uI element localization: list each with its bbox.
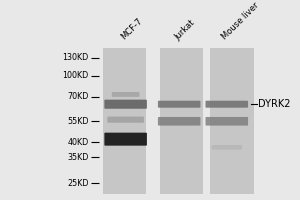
Text: 35KD: 35KD [67,153,88,162]
FancyBboxPatch shape [206,101,248,108]
Text: 40KD: 40KD [67,138,88,147]
FancyBboxPatch shape [212,145,242,150]
Text: 70KD: 70KD [67,92,88,101]
FancyBboxPatch shape [112,92,140,97]
Bar [103,48,146,194]
FancyBboxPatch shape [158,101,200,108]
FancyBboxPatch shape [104,100,147,109]
Text: Jurkat: Jurkat [173,18,196,42]
Bar [210,48,254,194]
Text: 25KD: 25KD [67,179,88,188]
FancyBboxPatch shape [158,117,200,126]
Text: MCF-7: MCF-7 [119,17,144,42]
Text: 100KD: 100KD [62,71,88,80]
Text: DYRK2: DYRK2 [258,99,290,109]
FancyBboxPatch shape [107,117,144,123]
Text: Mouse liver: Mouse liver [220,1,261,42]
Text: 55KD: 55KD [67,117,88,126]
FancyBboxPatch shape [104,133,147,146]
FancyBboxPatch shape [206,117,248,126]
Bar [160,48,203,194]
Text: 130KD: 130KD [62,53,88,62]
